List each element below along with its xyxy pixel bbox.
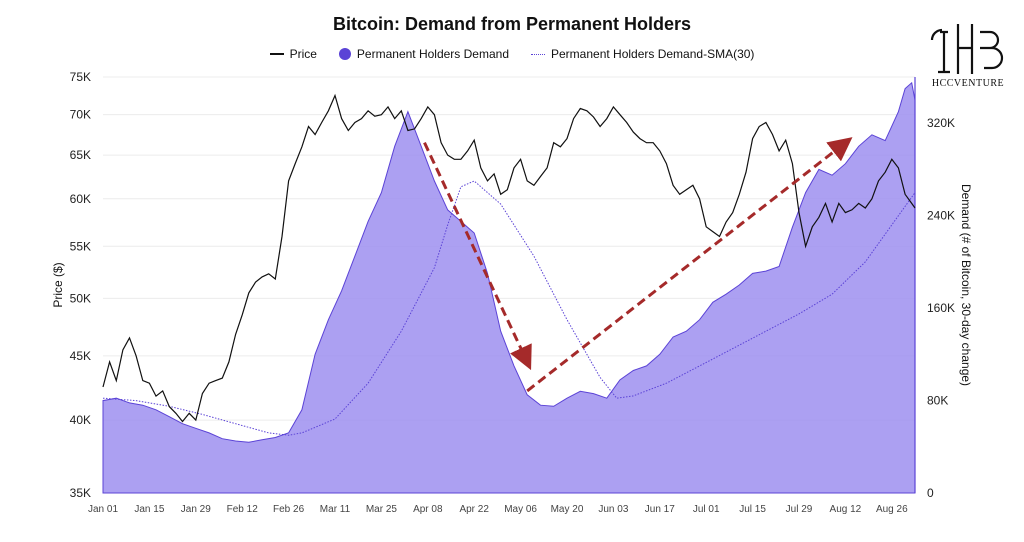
x-tick-May-20: May 20: [551, 504, 584, 515]
x-tick-Jan-15: Jan 15: [134, 504, 164, 515]
legend-label-sma: Permanent Holders Demand-SMA(30): [551, 47, 755, 61]
x-tick-Mar-11: Mar 11: [320, 504, 351, 515]
logo-text: HCCVENTURE: [931, 78, 1005, 89]
x-tick-Jul-15: Jul 15: [739, 504, 766, 515]
x-tick-Feb-26: Feb 26: [273, 504, 305, 515]
x-tick-Apr-22: Apr 22: [459, 504, 489, 515]
annotation-arrow-0: [423, 142, 532, 371]
x-tick-Jan-01: Jan 01: [88, 504, 118, 515]
x-tick-Aug-26: Aug 26: [876, 504, 908, 515]
y-left-tick-75K: 75K: [70, 70, 91, 84]
hccventure-logo: HCCVENTURE: [928, 18, 1008, 94]
x-tick-May-06: May 06: [504, 504, 537, 515]
y-left-tick-65K: 65K: [70, 148, 91, 162]
legend-item-sma[interactable]: Permanent Holders Demand-SMA(30): [531, 47, 754, 61]
x-tick-Jun-17: Jun 17: [645, 504, 675, 515]
logo-mark-icon: [930, 24, 1004, 74]
x-tick-Jun-03: Jun 03: [598, 504, 628, 515]
legend-item-price[interactable]: Price: [269, 47, 317, 61]
y-left-tick-55K: 55K: [70, 239, 91, 253]
x-tick-Jan-29: Jan 29: [181, 504, 211, 515]
y-right-tick-240K: 240K: [927, 209, 955, 223]
x-tick-Feb-12: Feb 12: [227, 504, 259, 515]
y-left-tick-50K: 50K: [70, 291, 91, 305]
chart-title: Bitcoin: Demand from Permanent Holders: [332, 14, 692, 34]
y-right-tick-160K: 160K: [927, 301, 955, 315]
series-price-line: [102, 93, 916, 423]
annotation-arrow-1: [526, 137, 853, 393]
y-left-tick-35K: 35K: [70, 486, 91, 500]
legend-label-demand: Permanent Holders Demand: [356, 47, 509, 61]
y-right-tick-320K: 320K: [927, 116, 955, 130]
legend-item-demand[interactable]: Permanent Holders Demand: [338, 47, 509, 61]
y-right-tick-0: 0: [927, 486, 934, 500]
series-demand-area: [102, 81, 916, 494]
legend-swatch-price: [269, 53, 284, 55]
y-left-tick-45K: 45K: [70, 349, 91, 363]
legend-swatch-demand: [338, 48, 351, 60]
legend-label-price: Price: [289, 47, 317, 61]
y-left-axis-title: Price ($): [51, 262, 65, 307]
y-left-tick-60K: 60K: [70, 192, 91, 206]
y-right-tick-80K: 80K: [927, 394, 948, 408]
y-left-tick-70K: 70K: [70, 108, 91, 122]
legend-swatch-sma: [531, 53, 545, 55]
x-tick-Aug-12: Aug 12: [830, 504, 862, 515]
y-left-tick-40K: 40K: [70, 413, 91, 427]
x-tick-Jul-29: Jul 29: [786, 504, 813, 515]
x-tick-Apr-08: Apr 08: [413, 504, 443, 515]
x-tick-Mar-25: Mar 25: [366, 504, 398, 515]
x-tick-Jul-01: Jul 01: [693, 504, 720, 515]
y-right-axis-title: Demand (# of Bitcoin, 30-day change): [959, 184, 973, 386]
chart-legend: Price Permanent Holders Demand Permanent…: [0, 47, 1024, 61]
